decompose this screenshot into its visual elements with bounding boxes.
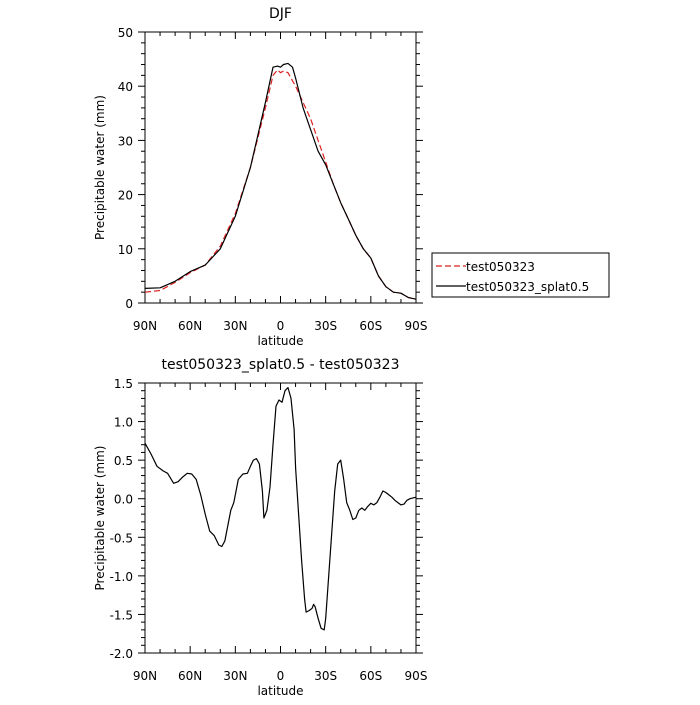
bottom-y-tick-label: 1.0 [114,416,133,430]
top-x-tick-label: 60N [178,319,202,333]
top-x-axis-label: latitude [257,334,303,348]
bottom-x-tick-label: 60N [178,669,202,683]
top-y-tick-label: 0 [125,297,133,311]
bottom-y-tick-label: -0.5 [110,531,133,545]
bottom-x-tick-label: 30N [223,669,247,683]
bottom-x-tick-label: 90N [133,669,157,683]
bottom-series-line-1 [144,387,417,631]
top-y-tick-label: 30 [118,134,133,148]
top-series-line-2 [144,62,417,300]
top-y-tick-label: 40 [118,80,133,94]
bottom-chart-panel: 90N 60N 30N 0 30S 60S 90S 1.5 1.0 0.5 0.0 -0.5 -1.0 -… [93,357,427,698]
top-y-tick-label: 10 [118,243,133,257]
legend-entry-label: test050323_splat0.5 [466,280,589,294]
legend-entry-label: test050323 [466,260,535,274]
top-chart-panel: 90N 60N 30N 0 30S 60S 90S 0 10 20 30 40 50 DJF latitud… [93,6,610,348]
bottom-y-tick-label: 0.5 [114,454,133,468]
bottom-chart-title: test050323_splat0.5 - test050323 [161,357,399,373]
bottom-x-tick-label: 0 [277,669,285,683]
legend-box [431,252,610,298]
bottom-x-tick-label: 30S [314,669,337,683]
top-y-tick-label: 20 [118,189,133,203]
bottom-y-tick-label: -1.5 [110,608,133,622]
legend: test050323 test050323_splat0.5 [431,252,610,298]
bottom-x-tick-label: 60S [359,669,382,683]
bottom-y-tick-label: -1.0 [110,570,133,584]
top-series-line-1 [144,69,417,300]
top-x-tick-label: 30S [314,319,337,333]
top-x-tick-label: 0 [277,319,285,333]
top-x-tick-label: 90S [405,319,428,333]
top-x-tick-label: 60S [359,319,382,333]
bottom-plot-frame [144,382,417,654]
top-x-tick-label: 90N [133,319,157,333]
top-y-axis-label: Precipitable water (mm) [93,95,107,240]
top-x-tick-label: 30N [223,319,247,333]
top-y-tick-label: 50 [118,26,133,40]
bottom-y-axis-label: Precipitable water (mm) [93,446,107,591]
bottom-x-tick-label: 90S [405,669,428,683]
bottom-y-tick-label: 1.5 [114,377,133,391]
bottom-x-axis-label: latitude [257,684,303,698]
top-chart-title: DJF [269,6,292,22]
bottom-y-tick-label: -2.0 [110,647,133,661]
bottom-y-tick-label: 0.0 [114,493,133,507]
